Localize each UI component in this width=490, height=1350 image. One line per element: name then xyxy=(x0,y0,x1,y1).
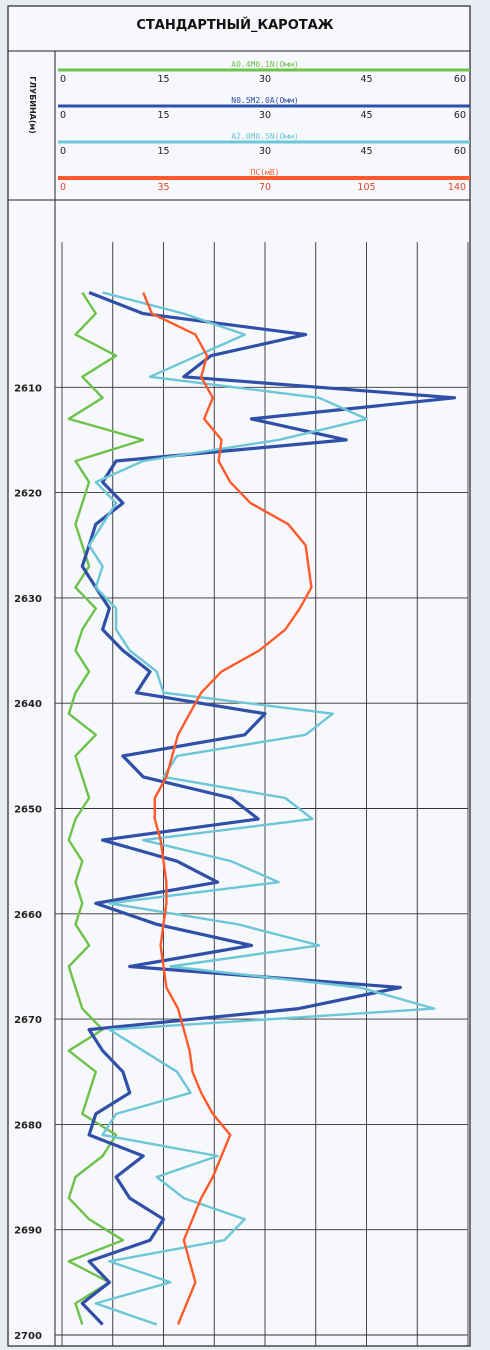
depth-tick-label: 2700 xyxy=(14,1331,42,1342)
track-scale-tick: 60 xyxy=(454,146,466,157)
log-curves xyxy=(67,291,457,1326)
curve-a04m01n xyxy=(67,291,145,1325)
track-scale-tick: 15 xyxy=(157,146,169,157)
track-scale-tick: 30 xyxy=(259,74,271,85)
track-scale-tick: 60 xyxy=(454,110,466,121)
depth-tick-label: 2670 xyxy=(14,1015,42,1026)
track-scale-tick: 105 xyxy=(357,182,375,193)
track-scale-tick: 30 xyxy=(259,146,271,157)
plot-grid xyxy=(55,242,469,1346)
depth-tick-label: 2640 xyxy=(14,699,42,710)
track-scale-tick: 15 xyxy=(157,110,169,121)
track-scale-tick: 60 xyxy=(454,74,466,85)
track-scale-tick: 0 xyxy=(60,146,66,157)
chart-frame xyxy=(7,5,471,1347)
depth-tick-label: 2650 xyxy=(14,805,42,816)
track-scale-tick: 15 xyxy=(157,74,169,85)
track-scale-tick: 0 xyxy=(60,74,66,85)
track-header-label: A2.0M0.5N(Омм) xyxy=(231,132,298,141)
track-header-label: ПС(мВ) xyxy=(251,168,280,177)
track-headers: A0.4M0.1N(Омм) 0 15 30 45 60 N0.5M2.0A(Омм) 0 15… xyxy=(58,60,470,193)
track-scale-tick: 30 xyxy=(259,110,271,121)
depth-tick-label: 2660 xyxy=(14,910,42,921)
depth-tick-label: 2690 xyxy=(14,1226,42,1237)
depth-tick-label: 2620 xyxy=(14,489,42,500)
track-scale-tick: 45 xyxy=(360,146,372,157)
track-header-label: A0.4M0.1N(Омм) xyxy=(231,60,298,69)
depth-tick-labels: 2610 2620 2630 2640 2650 2660 2670 2680 2690 2700 xyxy=(14,383,42,1342)
depth-axis-label: ГЛУБИНА(м) xyxy=(28,76,37,133)
track-scale-tick: 0 xyxy=(60,110,66,121)
chart-title: СТАНДАРТНЫЙ_КАРОТАЖ xyxy=(136,17,333,33)
depth-tick-label: 2630 xyxy=(14,594,42,605)
curve-a20m05n xyxy=(87,291,436,1326)
track-scale-tick: 70 xyxy=(259,182,271,193)
curve- xyxy=(142,292,313,1325)
curve-n05m20a xyxy=(80,291,457,1326)
track-header-label: N0.5M2.0A(Омм) xyxy=(231,96,298,105)
track-scale-tick: 45 xyxy=(360,74,372,85)
track-scale-tick: 35 xyxy=(157,182,169,193)
track-scale-tick: 45 xyxy=(360,110,372,121)
track-scale-tick: 0 xyxy=(60,182,66,193)
depth-tick-label: 2610 xyxy=(14,383,42,394)
track-scale-tick: 140 xyxy=(448,182,466,193)
depth-tick-label: 2680 xyxy=(14,1120,42,1131)
